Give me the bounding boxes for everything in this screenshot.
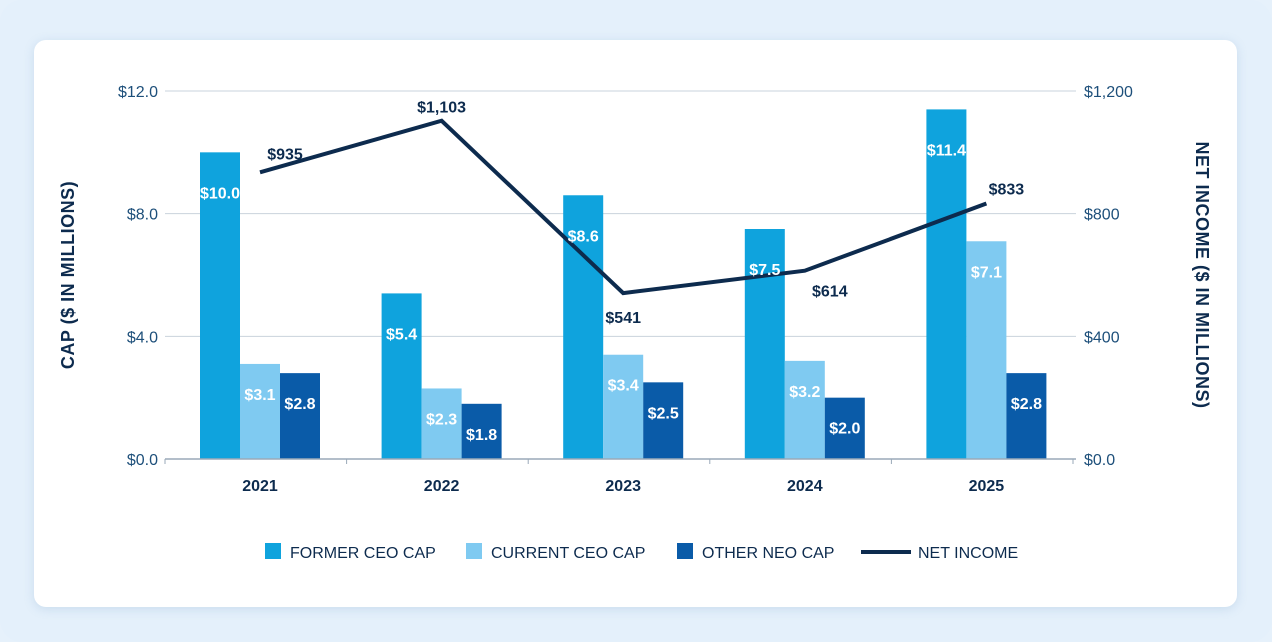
bar-value-label: $2.5 <box>648 405 679 422</box>
bar-value-label: $2.3 <box>426 411 457 428</box>
right-axis-title: NET INCOME ($ IN MILLIONS) <box>1192 142 1212 409</box>
legend-swatch <box>265 543 281 559</box>
legend-label: OTHER NEO CAP <box>702 545 834 562</box>
left-tick-label: $4.0 <box>127 329 158 346</box>
legend: FORMER CEO CAP CURRENT CEO CAP OTHER NEO C… <box>265 543 1018 562</box>
bar-current-ceo-cap <box>966 241 1007 459</box>
legend-swatch <box>677 543 693 559</box>
net-income-line <box>259 118 988 296</box>
bar-current-ceo-cap <box>603 354 644 459</box>
bar-value-label: $5.4 <box>386 326 417 343</box>
legend-label: FORMER CEO CAP <box>290 545 436 562</box>
legend-label: NET INCOME <box>918 545 1018 562</box>
bar-value-label: $2.0 <box>829 421 860 438</box>
data-labels: $10.0 $5.4 $8.6 $7.5 $11.4 $3.1 $2.3 $3.4 $3.2 $7… <box>200 100 1042 444</box>
bar-former-ceo-cap <box>744 229 785 459</box>
right-tick-label: $800 <box>1084 207 1120 224</box>
bar-value-label: $1.8 <box>466 427 497 444</box>
bars <box>200 109 1047 460</box>
left-tick-label: $12.0 <box>118 84 158 101</box>
bar-value-label: $8.6 <box>568 228 599 245</box>
bar-other-neo-cap <box>280 373 320 459</box>
left-tick-label: $8.0 <box>127 207 158 224</box>
chart-card: $10.0 $5.4 $8.6 $7.5 $11.4 $3.1 $2.3 $3.4 $3.2 $7… <box>34 40 1237 607</box>
bar-current-ceo-cap <box>240 363 280 459</box>
x-tick-label: 2022 <box>424 478 460 495</box>
right-tick-label: $1,200 <box>1084 84 1133 101</box>
net-income-line-group <box>259 118 988 296</box>
right-tick-label: $0.0 <box>1084 452 1115 469</box>
net-income-label: $1,103 <box>417 100 466 117</box>
gridlines <box>165 90 1076 337</box>
x-tick-label: 2024 <box>787 478 823 495</box>
bar-value-label: $3.4 <box>608 378 639 395</box>
bar-value-label: $2.8 <box>1011 396 1042 413</box>
bar-other-neo-cap <box>824 397 865 459</box>
bar-other-neo-cap <box>461 403 502 459</box>
bar-value-label: $7.5 <box>749 262 780 279</box>
axes: $0.0 $4.0 $8.0 $12.0 $0.0 $400 $800 $1,200 2021 2… <box>58 84 1212 495</box>
bar-current-ceo-cap <box>784 360 825 459</box>
bar-current-ceo-cap <box>421 388 462 459</box>
x-tick-label: 2023 <box>605 478 641 495</box>
net-income-label: $614 <box>812 284 848 301</box>
legend-label: CURRENT CEO CAP <box>491 545 645 562</box>
bar-value-label: $3.2 <box>789 384 820 401</box>
bar-other-neo-cap <box>643 382 684 459</box>
right-tick-label: $400 <box>1084 329 1120 346</box>
bar-former-ceo-cap <box>926 109 967 460</box>
net-income-label: $935 <box>267 146 303 163</box>
bar-former-ceo-cap <box>200 152 240 459</box>
bar-value-label: $3.1 <box>244 387 275 404</box>
bar-other-neo-cap <box>1006 373 1047 459</box>
bar-former-ceo-cap <box>563 195 604 459</box>
net-income-label: $541 <box>605 310 641 327</box>
chart-svg: $10.0 $5.4 $8.6 $7.5 $11.4 $3.1 $2.3 $3.4 $3.2 $7… <box>58 84 1212 562</box>
net-income-label: $833 <box>989 182 1025 199</box>
bar-value-label: $2.8 <box>284 396 315 413</box>
left-axis-title: CAP ($ IN MILLIONS) <box>58 181 78 369</box>
bar-value-label: $10.0 <box>200 185 240 202</box>
bar-value-label: $11.4 <box>927 142 966 159</box>
x-tick-label: 2025 <box>969 478 1005 495</box>
left-tick-label: $0.0 <box>127 452 158 469</box>
legend-swatch <box>466 543 482 559</box>
x-tick-label: 2021 <box>242 478 278 495</box>
bar-value-label: $7.1 <box>971 264 1002 281</box>
bar-former-ceo-cap <box>381 293 422 459</box>
